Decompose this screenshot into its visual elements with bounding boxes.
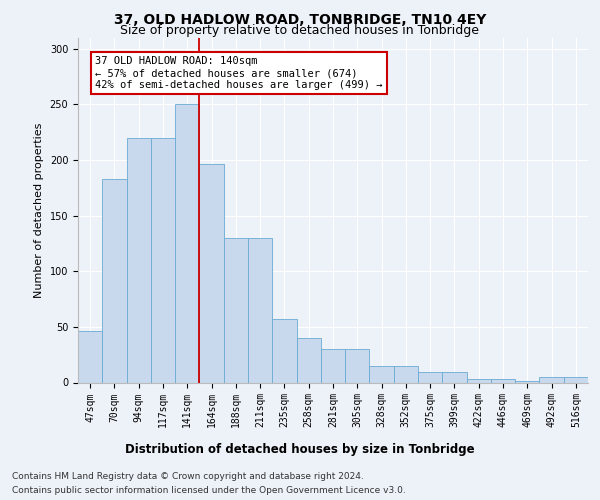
Bar: [491, 379, 515, 382]
Bar: [224, 238, 248, 382]
Text: Contains HM Land Registry data © Crown copyright and database right 2024.: Contains HM Land Registry data © Crown c…: [12, 472, 364, 481]
Bar: [296, 338, 321, 382]
Bar: [78, 332, 102, 382]
Bar: [248, 238, 272, 382]
Bar: [151, 138, 175, 382]
Bar: [370, 366, 394, 382]
Text: 37 OLD HADLOW ROAD: 140sqm
← 57% of detached houses are smaller (674)
42% of sem: 37 OLD HADLOW ROAD: 140sqm ← 57% of deta…: [95, 56, 383, 90]
Text: Distribution of detached houses by size in Tonbridge: Distribution of detached houses by size …: [125, 442, 475, 456]
Bar: [539, 377, 564, 382]
Bar: [442, 372, 467, 382]
Text: Size of property relative to detached houses in Tonbridge: Size of property relative to detached ho…: [121, 24, 479, 37]
Text: Contains public sector information licensed under the Open Government Licence v3: Contains public sector information licen…: [12, 486, 406, 495]
Bar: [321, 349, 345, 382]
Bar: [102, 179, 127, 382]
Bar: [345, 349, 370, 382]
Bar: [467, 379, 491, 382]
Bar: [394, 366, 418, 382]
Bar: [127, 138, 151, 382]
Bar: [272, 319, 296, 382]
Bar: [175, 104, 199, 382]
Text: 37, OLD HADLOW ROAD, TONBRIDGE, TN10 4EY: 37, OLD HADLOW ROAD, TONBRIDGE, TN10 4EY: [114, 12, 486, 26]
Bar: [564, 377, 588, 382]
Bar: [418, 372, 442, 382]
Y-axis label: Number of detached properties: Number of detached properties: [34, 122, 44, 298]
Bar: [199, 164, 224, 382]
